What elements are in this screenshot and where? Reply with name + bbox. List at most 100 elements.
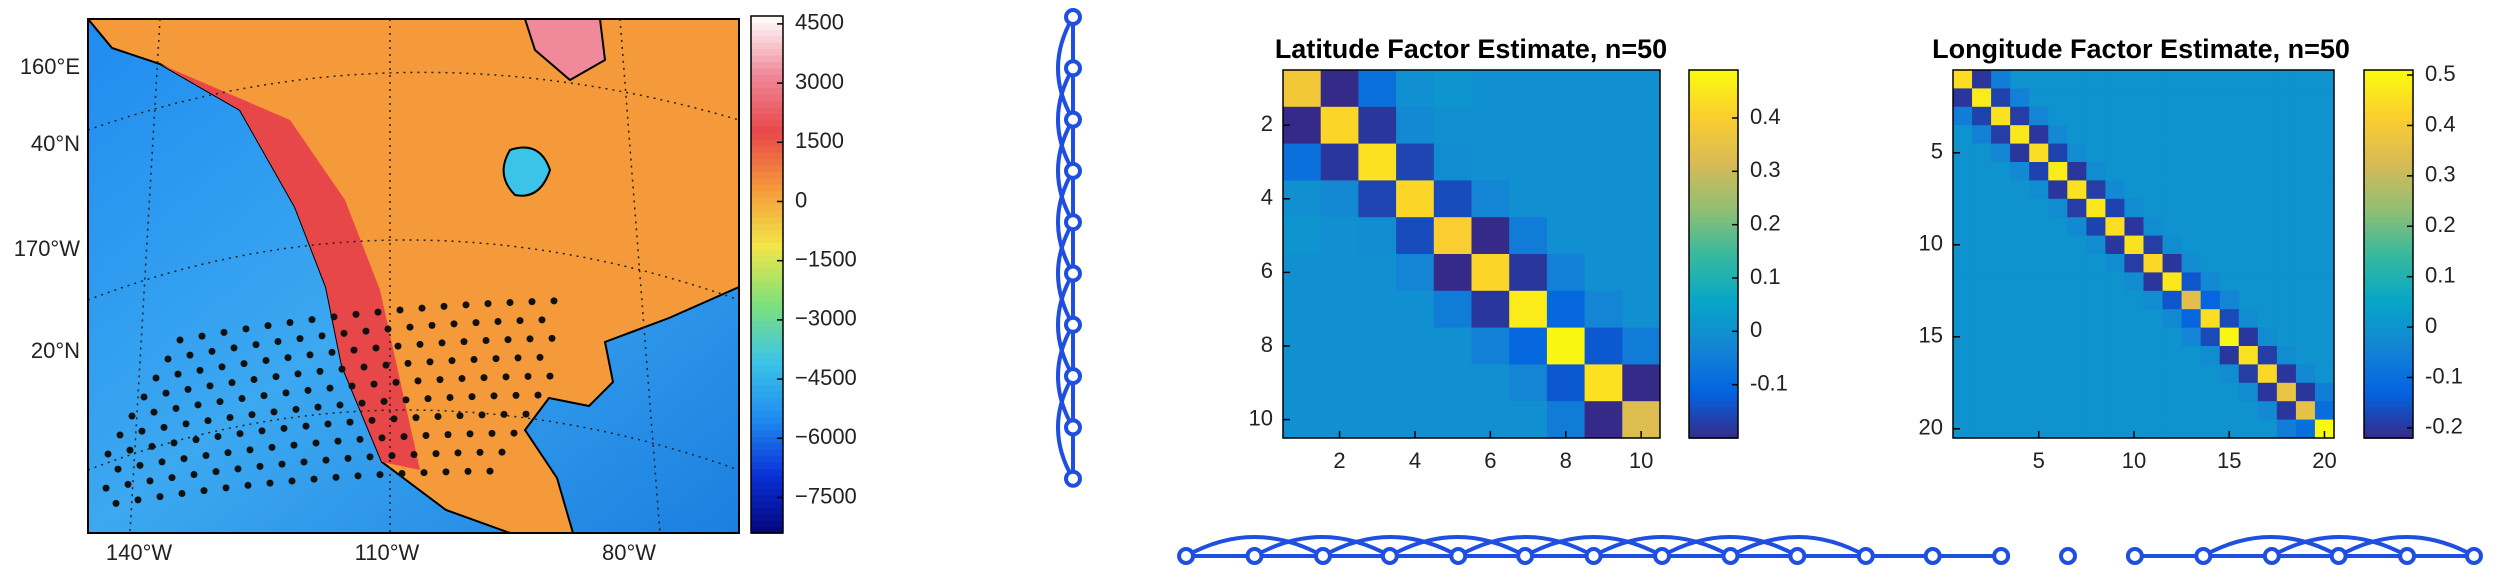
colorbar-segment — [751, 371, 783, 379]
map-y-label: 20°N — [31, 338, 80, 363]
heatmap-cell — [1991, 217, 2011, 237]
heatmap-cell — [2295, 401, 2316, 421]
heatmap-cell — [2314, 106, 2335, 126]
colorbar-segment — [751, 54, 783, 63]
colorbar-tick-label: 0 — [795, 187, 807, 212]
heatmap-cell — [2219, 162, 2240, 181]
heatmap-cell — [1991, 290, 2011, 310]
colorbar-segment — [751, 455, 783, 463]
heatmap-cell — [2010, 346, 2030, 365]
heatmap-cell — [2162, 88, 2183, 108]
colorbar-segment — [2364, 364, 2413, 370]
graph-edge — [1056, 67, 1075, 172]
heatmap-cell — [2105, 143, 2125, 163]
heatmap-cell — [1358, 70, 1397, 108]
colorbar-segment — [2364, 433, 2413, 439]
heatmap-cell — [2276, 162, 2297, 181]
colorbar-tick-label: −1500 — [795, 246, 857, 271]
heatmap-cell — [2314, 125, 2335, 145]
heatmap-cell — [2086, 401, 2106, 421]
heatmap-cell — [1396, 106, 1435, 145]
heatmap-cell — [2314, 309, 2335, 329]
grid-point — [264, 322, 272, 330]
heatmap-cell — [2105, 180, 2125, 200]
heatmap-cell — [1509, 217, 1548, 255]
grid-point — [126, 446, 134, 454]
colorbar-segment — [2364, 217, 2413, 223]
grid-point — [330, 313, 338, 321]
colorbar-segment — [2364, 180, 2413, 186]
heatmap-cell — [1396, 180, 1435, 218]
colorbar-segment — [2364, 185, 2413, 191]
heatmap-cell — [2295, 419, 2316, 439]
heatmap-cell — [2048, 143, 2068, 163]
grid-point — [368, 416, 376, 424]
heatmap-cell — [2257, 290, 2278, 310]
heatmap-cell — [2276, 106, 2297, 126]
grid-point — [354, 472, 362, 480]
colorbar-segment — [2364, 323, 2413, 329]
heatmap-cell — [1320, 217, 1359, 255]
colorbar-segment — [1689, 267, 1738, 274]
heatmap-cell — [1283, 143, 1322, 181]
colorbar-segment — [1689, 189, 1738, 195]
graph-node — [1064, 315, 1082, 334]
heatmap-cell — [2010, 70, 2030, 89]
grid-point — [324, 420, 332, 428]
heatmap-cell — [2067, 180, 2087, 200]
heatmap-cell — [1509, 290, 1548, 329]
heatmap-cell — [1358, 401, 1397, 439]
colorbar-segment — [2364, 295, 2413, 301]
heatmap-cell — [2257, 198, 2278, 218]
colorbar-segment — [751, 35, 783, 43]
heatmap-cell — [2295, 290, 2316, 310]
grid-point — [460, 338, 468, 346]
heatmap-cell — [2029, 254, 2049, 273]
heatmap-cell — [2257, 217, 2278, 237]
heatmap-cell — [1358, 106, 1397, 145]
x-tick-label: 4 — [1409, 448, 1421, 473]
grid-point — [506, 299, 514, 306]
grid-point — [156, 493, 164, 501]
heatmap-cell — [2086, 217, 2106, 237]
heatmap-cell — [2105, 162, 2125, 181]
grid-point — [406, 323, 414, 331]
heatmap-cell — [1953, 290, 1973, 310]
colorbar-tick-label: 0 — [1750, 317, 1762, 342]
colorbar-segment — [751, 442, 783, 450]
heatmap-cell — [1953, 125, 1973, 145]
grid-point — [316, 367, 324, 375]
colorbar-segment — [751, 306, 783, 315]
graph-edge — [1185, 535, 1324, 558]
heatmap-cell — [2276, 272, 2297, 292]
heatmap-cell — [2143, 401, 2164, 421]
heatmap-cell — [1546, 106, 1586, 145]
colorbar-segment — [751, 235, 783, 243]
heatmap-cell — [2010, 309, 2030, 329]
heatmap-cell — [2010, 272, 2030, 292]
heatmap-cell — [2048, 180, 2068, 200]
heatmap-cell — [2067, 125, 2087, 145]
heatmap-cell — [2219, 143, 2240, 163]
heatmap-cell — [1953, 162, 1973, 181]
graph-node — [1064, 110, 1082, 129]
heatmap-cell — [2200, 88, 2221, 108]
heatmap-cell — [2124, 70, 2144, 89]
heatmap-cell — [1972, 162, 1992, 181]
heatmap-cell — [2162, 125, 2183, 145]
heatmap-cell — [2181, 180, 2202, 200]
colorbar-segment — [751, 190, 783, 198]
grid-point — [470, 356, 478, 363]
colorbar-segment — [2364, 198, 2413, 205]
heatmap-cell — [1622, 254, 1661, 292]
colorbar-segment — [2364, 419, 2413, 425]
heatmap-cell — [2200, 106, 2221, 126]
heatmap-cell — [2276, 143, 2297, 163]
heatmap-cell — [2124, 106, 2144, 126]
heatmap-cell — [1972, 198, 1992, 218]
colorbar-segment — [751, 377, 783, 386]
heatmap-cell — [1471, 70, 1510, 108]
heatmap-cell — [1546, 143, 1586, 181]
heatmap-cell — [2276, 364, 2297, 384]
